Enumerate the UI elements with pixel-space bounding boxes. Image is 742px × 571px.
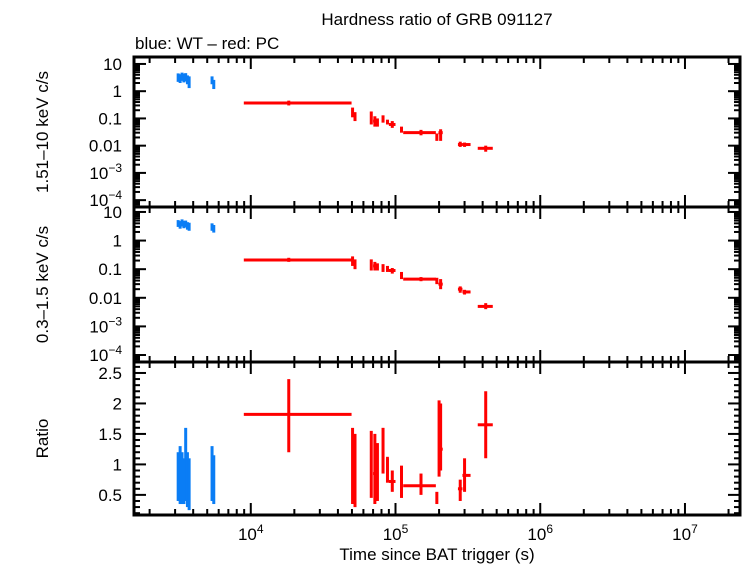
data-point-wt	[212, 455, 216, 505]
data-point-pc	[388, 267, 396, 274]
y-tick-label: 10−3	[89, 161, 122, 183]
data-point-pc	[381, 264, 385, 272]
data-point-pc	[435, 277, 439, 285]
data-point-pc	[351, 256, 355, 266]
data-point-pc	[388, 470, 396, 492]
chart-title: Hardness ratio of GRB 091127	[321, 10, 552, 29]
data-point-pc	[243, 100, 352, 106]
data-point-wt	[187, 222, 191, 231]
data-point-pc	[435, 491, 439, 505]
y-tick-label: 0.1	[98, 109, 122, 128]
x-tick-label: 105	[383, 522, 409, 544]
y-tick-label: 10	[103, 203, 122, 222]
x-tick-label: 106	[527, 522, 553, 544]
panel-frame	[132, 55, 742, 209]
data-point-pc	[375, 263, 379, 271]
data-point-pc	[243, 257, 352, 262]
data-point-pc	[457, 141, 463, 147]
y-tick-label: 1	[113, 82, 122, 101]
panel-2: 10 1 0.1 0.01 10−3 10−4 0.3–1.5 keV c/s	[33, 203, 742, 365]
y-tick-label: 10−3	[89, 314, 122, 336]
data-point-pc	[438, 129, 443, 141]
data-point-pc	[351, 427, 355, 505]
data-point-pc	[381, 427, 385, 474]
data-point-pc	[438, 279, 443, 290]
y-tick-label: 2	[113, 394, 122, 413]
y-axis-label: Ratio	[33, 419, 52, 459]
data-point-pc	[381, 115, 385, 123]
data-point-pc	[369, 111, 373, 125]
y-tick-label: 0.01	[89, 289, 122, 308]
y-tick-label: 10−4	[89, 188, 122, 210]
panel-frame	[132, 360, 742, 517]
y-tick-label: 2.5	[98, 364, 122, 383]
data-point-pc	[457, 286, 463, 293]
data-point-pc	[353, 112, 357, 122]
data-point-pc	[400, 465, 404, 498]
data-point-pc	[457, 479, 463, 501]
data-point-pc	[439, 403, 443, 471]
data-point-pc	[477, 303, 493, 310]
y-tick-label: 10	[103, 55, 122, 74]
y-axis-label: 1.51–10 keV c/s	[33, 71, 52, 193]
data-point-pc	[400, 271, 404, 280]
data-point-pc	[435, 133, 439, 141]
data-point-pc	[403, 277, 436, 282]
data-point-pc	[351, 107, 355, 118]
data-point-pc	[375, 118, 379, 127]
y-tick-label: 1.5	[98, 425, 122, 444]
data-point-pc	[400, 126, 404, 133]
y-tick-label: 1	[113, 455, 122, 474]
data-point-pc	[388, 121, 396, 128]
data-point-pc	[385, 119, 389, 125]
data-point-pc	[477, 391, 493, 459]
data-point-pc	[403, 129, 436, 136]
data-point-pc	[462, 458, 471, 492]
data-point-pc	[243, 379, 352, 453]
y-tick-label: 0.5	[98, 486, 122, 505]
data-point-pc	[462, 289, 471, 295]
data-point-wt	[187, 76, 191, 89]
chart-subtitle: blue: WT – red: PC	[135, 34, 279, 53]
data-point-pc	[353, 259, 357, 270]
data-point-pc	[353, 433, 357, 508]
data-point-pc	[462, 142, 471, 147]
x-axis-label: Time since BAT trigger (s)	[339, 545, 534, 564]
panel-3: 2.5 2 1.5 1 0.5 Ratio	[33, 360, 742, 517]
data-point-pc	[369, 430, 373, 498]
panel-1: 10 1 0.1 0.01 10−3 10−4 1.51–10 keV c/s	[33, 55, 742, 210]
x-tick-label: 104	[238, 522, 264, 544]
data-point-pc	[385, 265, 389, 272]
y-tick-label: 0.1	[98, 260, 122, 279]
panels: 10 1 0.1 0.01 10−3 10−4 1.51–10 keV c/s 10 1 0.1 0…	[33, 55, 742, 544]
data-point-pc	[375, 443, 379, 501]
y-tick-label: 0.01	[89, 137, 122, 156]
data-point-pc	[369, 259, 373, 271]
data-point-wt	[212, 225, 216, 233]
y-tick-label: 1	[113, 232, 122, 251]
y-tick-label: 10−4	[89, 343, 122, 365]
data-point-pc	[385, 456, 389, 483]
panel-frame	[132, 205, 742, 364]
x-tick-label: 107	[672, 522, 698, 544]
y-axis-label: 0.3–1.5 keV c/s	[33, 226, 52, 343]
data-point-wt	[187, 458, 191, 511]
data-point-pc	[477, 145, 493, 152]
data-point-pc	[403, 473, 436, 495]
data-point-wt	[212, 79, 216, 90]
